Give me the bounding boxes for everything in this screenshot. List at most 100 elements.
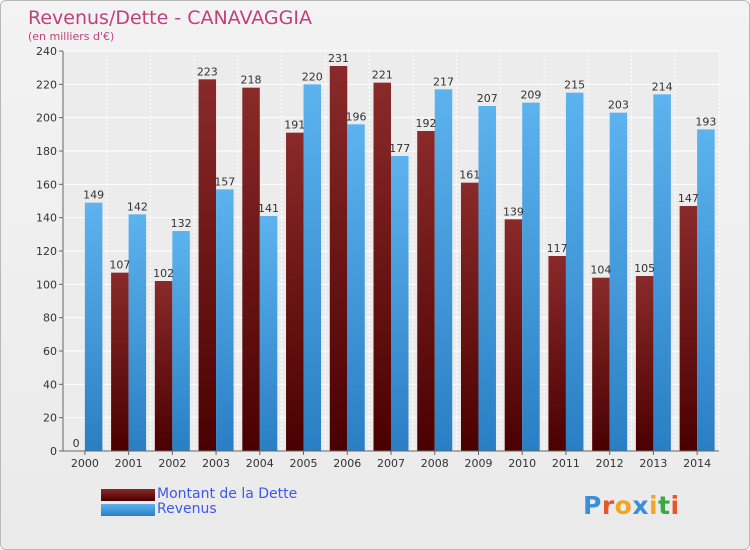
bar-revenus-2003 [216,189,234,452]
data-label-revenus-2001: 142 [127,200,148,213]
x-tick-label: 2004 [246,457,274,470]
logo-letter: i [649,491,659,520]
data-label-dette-2007: 221 [372,69,393,82]
bar-revenus-2004 [259,216,278,451]
legend-label-revenus: Revenus [157,501,217,517]
bar-dette-2005 [286,132,304,451]
data-label-dette-2006: 231 [328,52,349,65]
bar-revenus-2013 [653,94,671,451]
legend-swatch-debt [101,489,155,501]
bar-revenus-2006 [347,124,365,451]
y-tick-label: 180 [36,145,57,158]
x-tick-label: 2002 [158,457,186,470]
bar-dette-2006 [329,66,348,451]
data-label-revenus-2000: 149 [83,189,104,202]
y-tick-label: 20 [43,412,57,425]
y-tick-label: 140 [36,212,57,225]
data-label-revenus-2005: 220 [302,70,323,83]
x-tick-label: 2013 [639,457,667,470]
data-label-revenus-2009: 207 [477,92,498,105]
data-label-dette-2011: 117 [547,242,568,255]
x-tick-label: 2003 [202,457,230,470]
bar-dette-2004 [242,87,260,452]
bar-revenus-2014 [697,129,715,452]
data-label-revenus-2013: 214 [652,80,673,93]
data-label-revenus-2007: 177 [389,142,410,155]
data-label-dette-2013: 105 [634,262,655,275]
logo-letter: t [658,491,671,520]
data-label-revenus-2002: 132 [171,217,192,230]
y-tick-label: 220 [36,78,57,91]
logo-letter: P [583,491,602,520]
data-label-revenus-2011: 215 [564,79,585,92]
bar-dette-2007 [373,82,391,452]
data-label-dette-2009: 161 [459,169,480,182]
y-tick-label: 240 [36,45,57,58]
data-label-dette-2005: 191 [284,119,305,132]
logo-letter: o [614,491,633,520]
x-tick-label: 2008 [421,457,449,470]
x-tick-label: 2011 [552,457,580,470]
y-tick-label: 0 [50,445,57,458]
bar-revenus-2011 [565,92,584,452]
bar-revenus-2010 [522,102,540,452]
logo-letter: i [670,491,680,520]
bar-dette-2011 [548,256,566,451]
data-label-revenus-2004: 141 [258,202,279,215]
chart-title: Revenus/Dette - CANAVAGGIA [28,7,312,29]
data-label-revenus-2008: 217 [433,75,454,88]
data-label-dette-2008: 192 [415,117,436,130]
y-tick-label: 60 [43,345,57,358]
y-tick-label: 80 [43,312,57,325]
data-label-revenus-2006: 196 [346,110,367,123]
data-label-dette-2004: 218 [241,74,262,87]
proxiti-logo: Proxiti [583,491,680,520]
data-label-revenus-2014: 193 [695,115,716,128]
logo-letter: r [601,491,615,520]
legend-swatch-revenus [101,504,155,516]
data-label-dette-2012: 104 [590,264,611,277]
bar-revenus-2012 [609,112,628,452]
data-label-revenus-2010: 209 [520,89,541,102]
y-tick-label: 40 [43,378,57,391]
bar-dette-2002 [154,281,173,451]
x-tick-label: 2000 [71,457,99,470]
x-tick-label: 2012 [596,457,624,470]
bar-revenus-2002 [172,231,190,451]
data-label-dette-2001: 107 [109,259,130,272]
chart-legend: Montant de la Dette Revenus [101,486,361,523]
bar-dette-2009 [460,182,479,451]
data-label-dette-2002: 102 [153,267,174,280]
bar-revenus-2008 [434,89,453,451]
x-tick-label: 2007 [377,457,405,470]
bar-dette-2013 [635,276,654,451]
bar-revenus-2009 [478,106,496,451]
data-label-dette-2000: 0 [73,437,80,450]
data-label-revenus-2012: 203 [608,99,629,112]
bar-dette-2012 [592,277,610,451]
legend-label-debt: Montant de la Dette [157,486,298,502]
x-tick-label: 2005 [290,457,318,470]
logo-letter: x [632,491,649,520]
data-label-revenus-2003: 157 [214,175,235,188]
x-tick-label: 2006 [333,457,361,470]
x-tick-label: 2001 [115,457,143,470]
bar-revenus-2001 [128,214,147,451]
bar-revenus-2000 [84,202,103,451]
bar-dette-2003 [198,79,217,451]
y-tick-label: 120 [36,245,57,258]
y-tick-label: 160 [36,178,57,191]
x-tick-label: 2014 [683,457,711,470]
data-label-dette-2003: 223 [197,65,218,78]
data-label-dette-2014: 147 [678,192,699,205]
bar-dette-2008 [417,131,435,451]
y-tick-label: 100 [36,278,57,291]
data-label-dette-2010: 139 [503,205,524,218]
y-tick-label: 200 [36,112,57,125]
chart-subtitle: (en milliers d'€) [28,30,115,43]
bar-revenus-2007 [391,156,409,451]
bar-dette-2001 [111,272,129,451]
x-tick-label: 2009 [464,457,492,470]
